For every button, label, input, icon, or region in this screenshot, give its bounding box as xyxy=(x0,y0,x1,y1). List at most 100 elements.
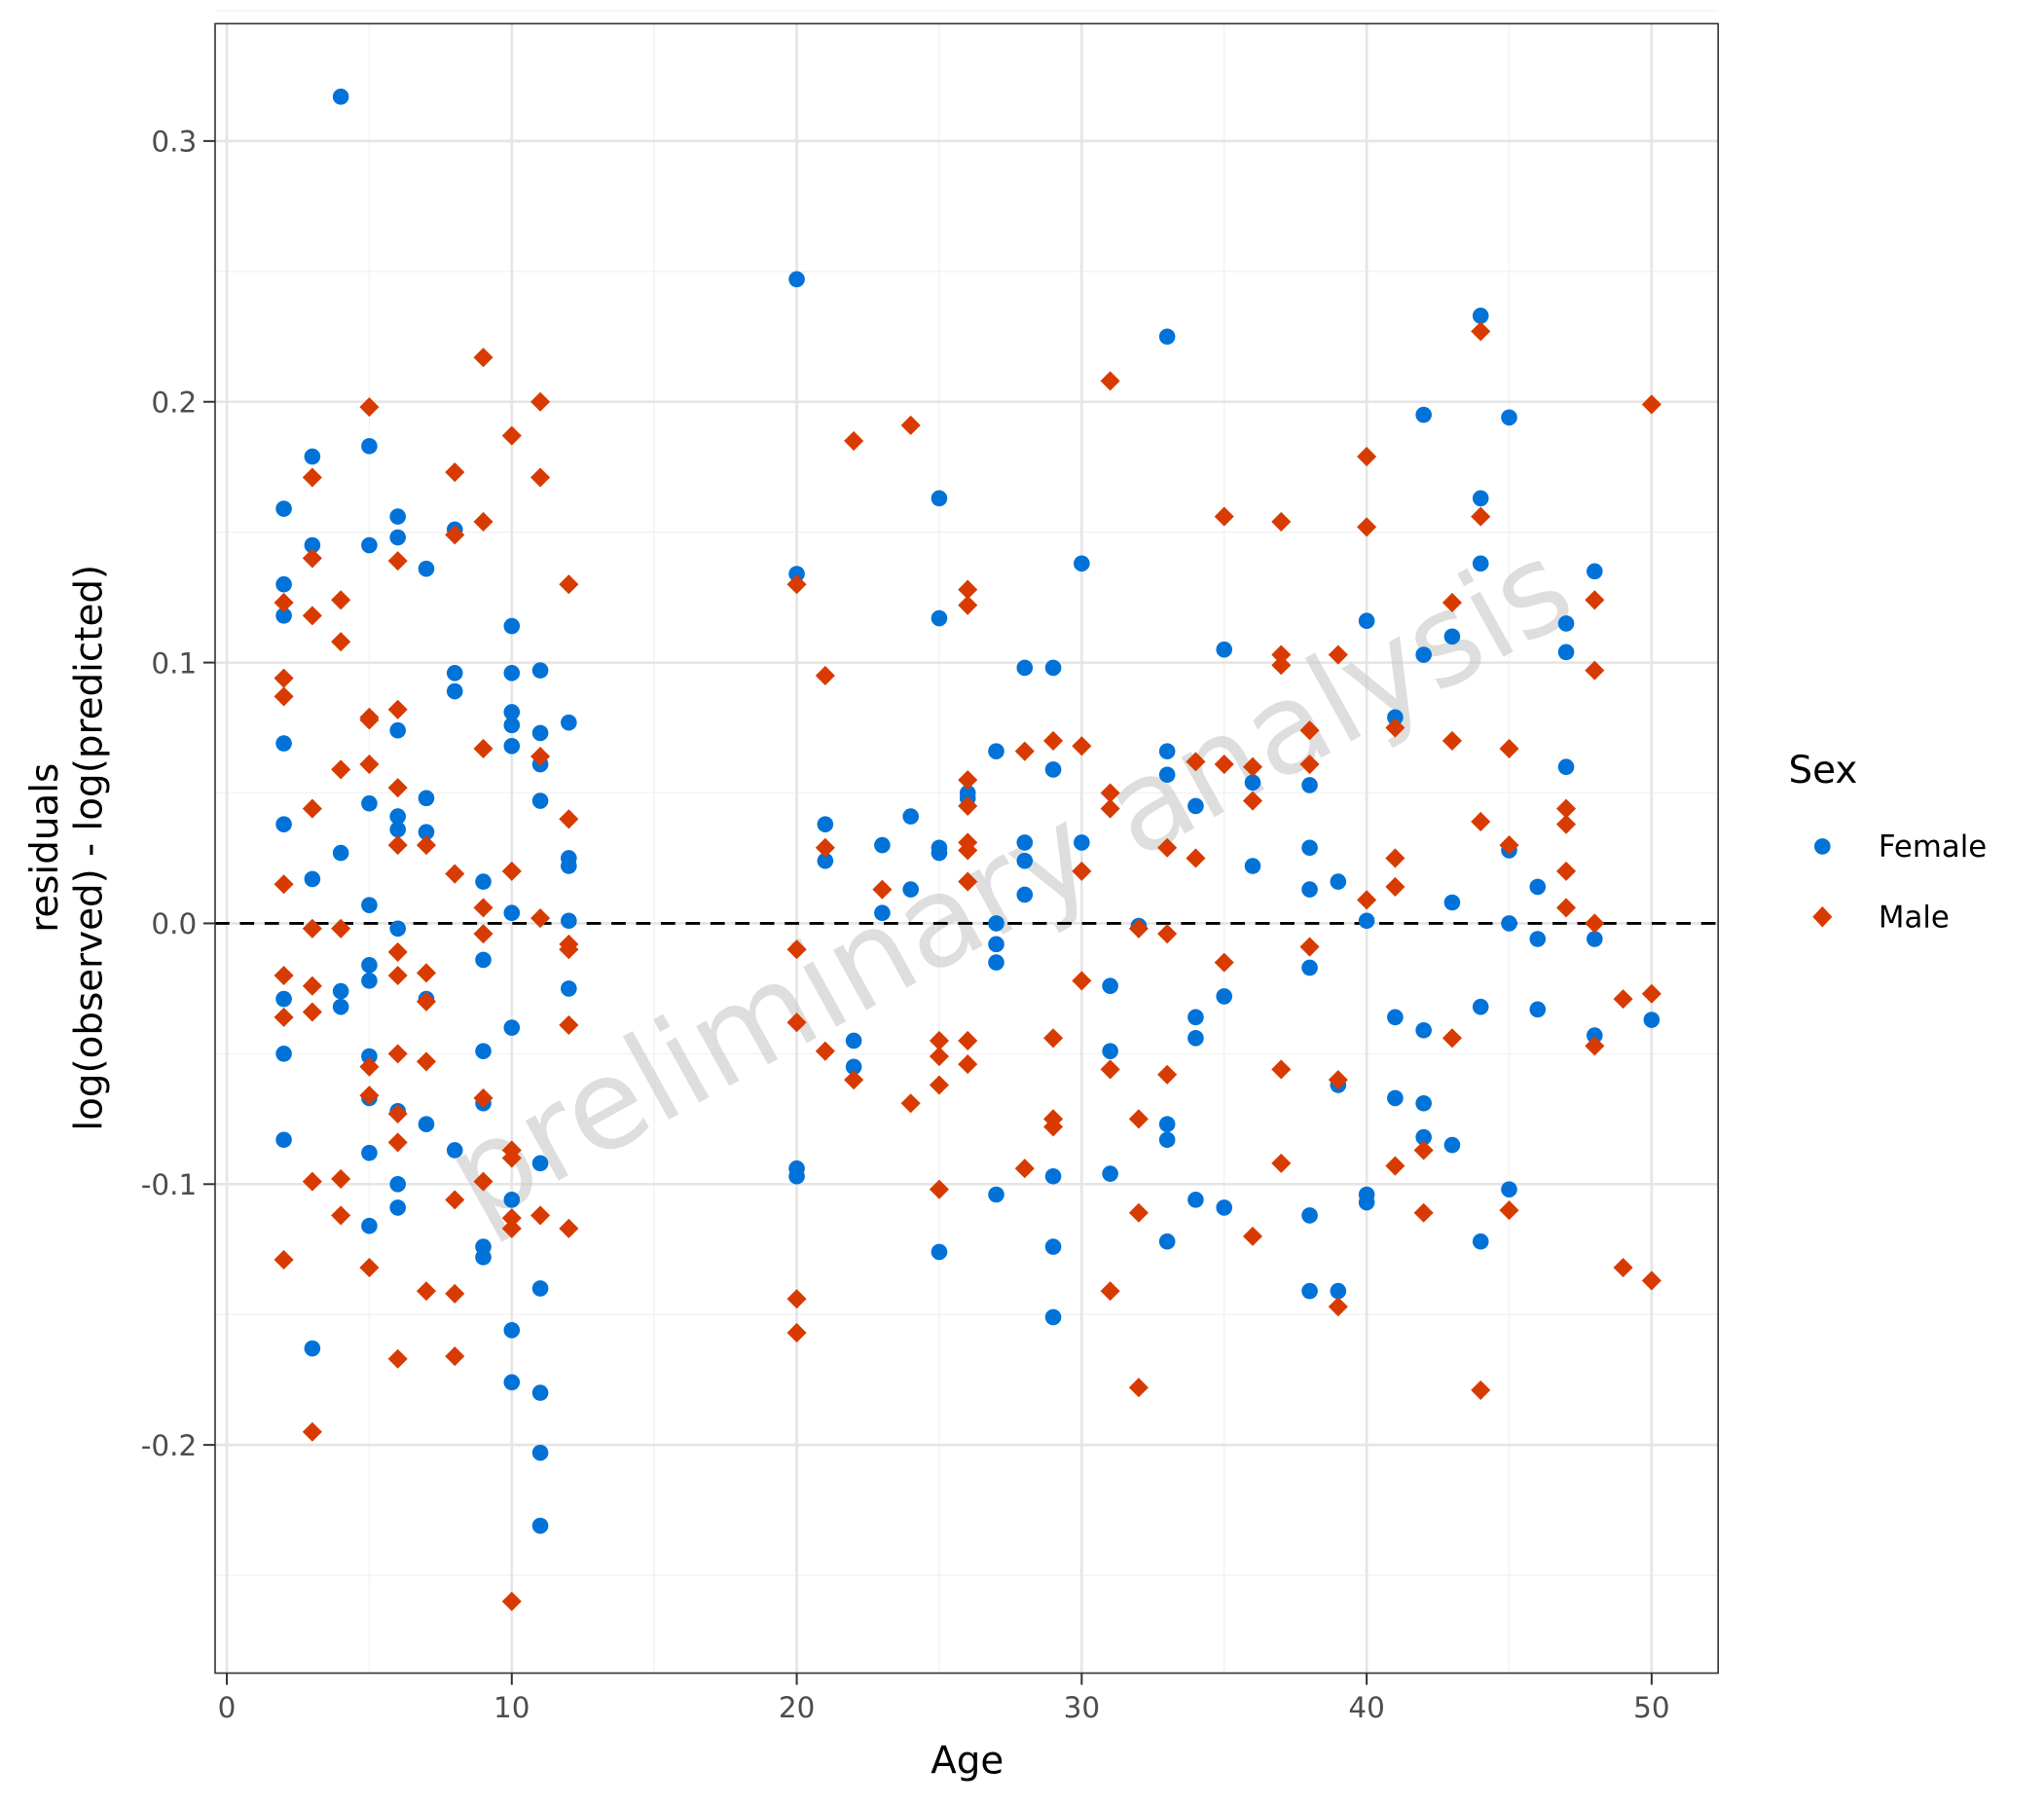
point-female xyxy=(361,1144,378,1161)
point-female xyxy=(1501,409,1517,426)
point-female xyxy=(1216,641,1233,658)
point-female xyxy=(361,897,378,913)
point-male xyxy=(1072,861,1092,881)
point-female xyxy=(1387,1089,1404,1107)
point-female xyxy=(531,1517,549,1534)
grid xyxy=(214,10,1719,1674)
point-male xyxy=(1271,1059,1292,1080)
point-female xyxy=(1587,563,1603,580)
point-male xyxy=(1299,720,1320,741)
point-female xyxy=(446,682,463,700)
point-male xyxy=(1128,918,1149,939)
point-male xyxy=(929,1030,949,1051)
point-male xyxy=(1014,741,1035,761)
point-female xyxy=(1044,1167,1062,1185)
point-female xyxy=(788,566,805,582)
point-male xyxy=(958,579,978,600)
point-female xyxy=(902,881,919,898)
point-female xyxy=(931,844,948,862)
point-female xyxy=(304,448,321,465)
point-female xyxy=(1358,612,1375,630)
point-male xyxy=(1585,1036,1605,1056)
legend-female-circle-icon xyxy=(1814,838,1831,855)
point-female xyxy=(1415,1021,1432,1039)
point-female xyxy=(446,1142,463,1159)
point-female xyxy=(361,536,378,554)
point-female xyxy=(389,1175,406,1193)
point-male xyxy=(501,1208,522,1229)
point-female xyxy=(931,1243,948,1261)
point-female xyxy=(475,873,492,890)
point-male xyxy=(1556,814,1577,834)
point-female xyxy=(817,852,834,869)
point-male xyxy=(559,1218,579,1238)
point-male xyxy=(331,918,351,939)
point-male xyxy=(473,1171,493,1192)
point-male xyxy=(302,798,322,819)
point-female xyxy=(988,954,1004,971)
point-male xyxy=(302,1002,322,1022)
point-female xyxy=(1158,1116,1176,1132)
point-female xyxy=(503,1321,521,1339)
point-female xyxy=(275,1046,292,1062)
point-female xyxy=(418,1116,435,1132)
point-female xyxy=(503,617,521,635)
point-male xyxy=(1214,754,1234,775)
point-female xyxy=(1443,1136,1461,1154)
point-male xyxy=(530,1205,551,1226)
point-male xyxy=(1556,798,1577,819)
point-male xyxy=(1385,718,1405,738)
point-female xyxy=(1301,777,1318,793)
point-male xyxy=(1471,321,1491,342)
point-female xyxy=(1158,1233,1176,1250)
point-male xyxy=(1157,924,1178,944)
point-male xyxy=(387,965,408,986)
point-male xyxy=(1328,1070,1348,1090)
point-female xyxy=(531,792,549,809)
point-female xyxy=(275,1131,292,1149)
point-female xyxy=(275,608,292,624)
point-female xyxy=(418,560,435,577)
point-female xyxy=(1158,328,1176,346)
point-male xyxy=(331,632,351,652)
point-female xyxy=(931,490,948,507)
point-female xyxy=(304,1340,321,1357)
point-female xyxy=(1415,1128,1432,1146)
point-female xyxy=(1301,1207,1318,1224)
point-male xyxy=(1242,1226,1263,1246)
point-female xyxy=(275,500,292,517)
y-tick-label: 0.1 xyxy=(151,646,197,680)
point-male xyxy=(559,809,579,829)
point-male xyxy=(501,861,522,881)
point-female xyxy=(503,1192,521,1208)
point-female xyxy=(561,858,577,874)
point-male xyxy=(958,1030,978,1051)
point-male xyxy=(530,467,551,488)
point-male xyxy=(1214,506,1234,527)
point-female xyxy=(475,951,492,969)
legend-male-diamond-icon xyxy=(1812,906,1833,928)
point-female xyxy=(561,980,577,997)
point-male xyxy=(1186,848,1206,868)
point-female xyxy=(1415,1094,1432,1112)
point-female xyxy=(1158,766,1176,784)
point-male xyxy=(958,871,978,892)
point-female xyxy=(1472,555,1489,572)
point-male xyxy=(1014,1159,1035,1179)
point-male xyxy=(958,1054,978,1075)
point-male xyxy=(387,699,408,719)
point-female xyxy=(475,1043,492,1059)
point-female xyxy=(845,1032,862,1050)
point-female xyxy=(503,1374,521,1391)
point-female xyxy=(361,1048,378,1065)
point-female xyxy=(561,912,577,930)
point-female xyxy=(1443,894,1461,911)
point-male xyxy=(331,759,351,780)
point-female xyxy=(304,870,321,888)
point-male xyxy=(1271,1153,1292,1173)
point-male xyxy=(1499,835,1519,856)
point-female xyxy=(1216,988,1233,1005)
point-female xyxy=(503,704,521,720)
point-male xyxy=(501,1148,522,1168)
point-male xyxy=(387,1044,408,1064)
